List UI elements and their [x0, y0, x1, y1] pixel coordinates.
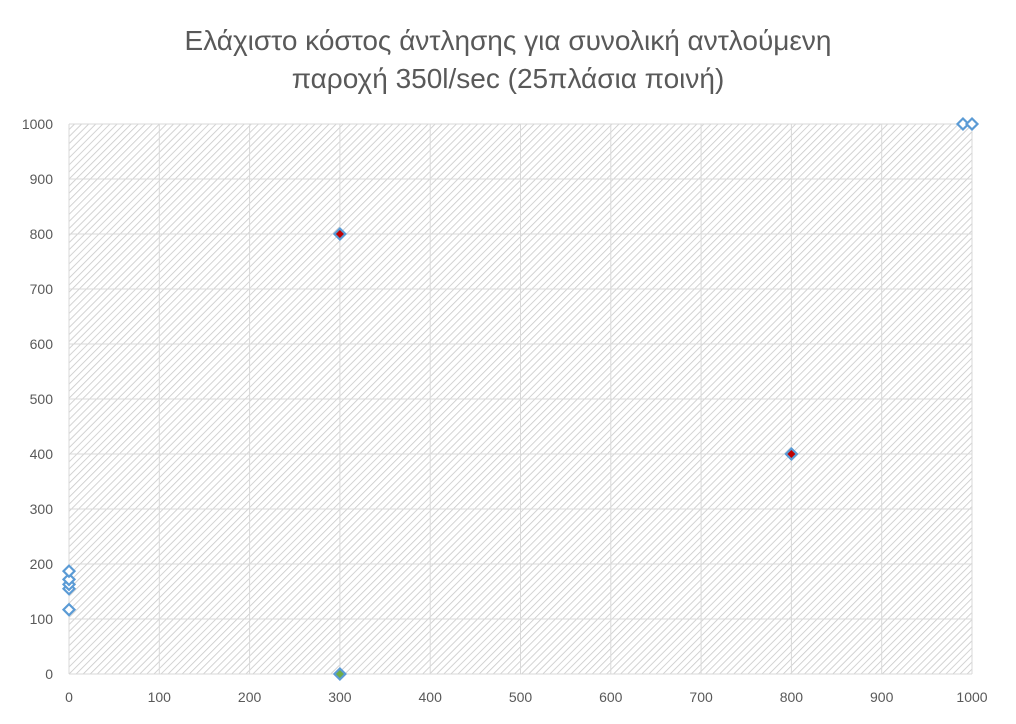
data-point — [61, 564, 77, 579]
x-tick-label: 800 — [780, 689, 804, 705]
y-tick-label: 100 — [30, 611, 54, 627]
data-point — [955, 116, 971, 132]
y-tick-label: 700 — [30, 281, 54, 297]
x-tick-label: 100 — [148, 689, 172, 705]
x-tick-label: 700 — [689, 689, 713, 705]
data-point — [332, 226, 347, 242]
y-tick-label: 500 — [30, 391, 54, 407]
data-point — [784, 446, 799, 462]
x-tick-label: 200 — [238, 689, 262, 705]
chart-title-line-1: Ελάχιστο κόστος άντλησης για συνολική αν… — [184, 25, 832, 56]
data-points — [61, 116, 980, 682]
chart-title: Ελάχιστο κόστος άντλησης για συνολική αν… — [0, 22, 1016, 98]
data-point — [332, 666, 347, 682]
y-tick-label: 400 — [30, 446, 54, 462]
x-tick-label: 900 — [870, 689, 894, 705]
y-tick-label: 200 — [30, 556, 54, 572]
y-tick-label: 600 — [30, 336, 54, 352]
x-tick-label: 500 — [509, 689, 533, 705]
x-axis-tick-labels: 0 100 200 300 400 500 600 700 800 900 1000 — [65, 689, 988, 705]
data-point — [61, 572, 77, 587]
y-tick-label: 900 — [30, 171, 54, 187]
gridlines — [68, 123, 973, 675]
x-tick-label: 300 — [328, 689, 352, 705]
chart-title-line-2: παροχή 350l/sec (25πλάσια ποινή) — [291, 63, 725, 94]
x-tick-label: 600 — [599, 689, 623, 705]
y-tick-label: 300 — [30, 501, 54, 517]
x-tick-label: 400 — [419, 689, 443, 705]
x-tick-label: 0 — [65, 689, 73, 705]
y-tick-label: 800 — [30, 226, 54, 242]
data-point — [964, 116, 980, 132]
y-tick-label: 1000 — [22, 116, 53, 132]
y-axis-tick-labels: 0 100 200 300 400 500 600 700 800 900 1000 — [22, 116, 53, 682]
data-point — [61, 602, 77, 617]
x-tick-label: 1000 — [956, 689, 987, 705]
y-tick-label: 0 — [45, 666, 53, 682]
